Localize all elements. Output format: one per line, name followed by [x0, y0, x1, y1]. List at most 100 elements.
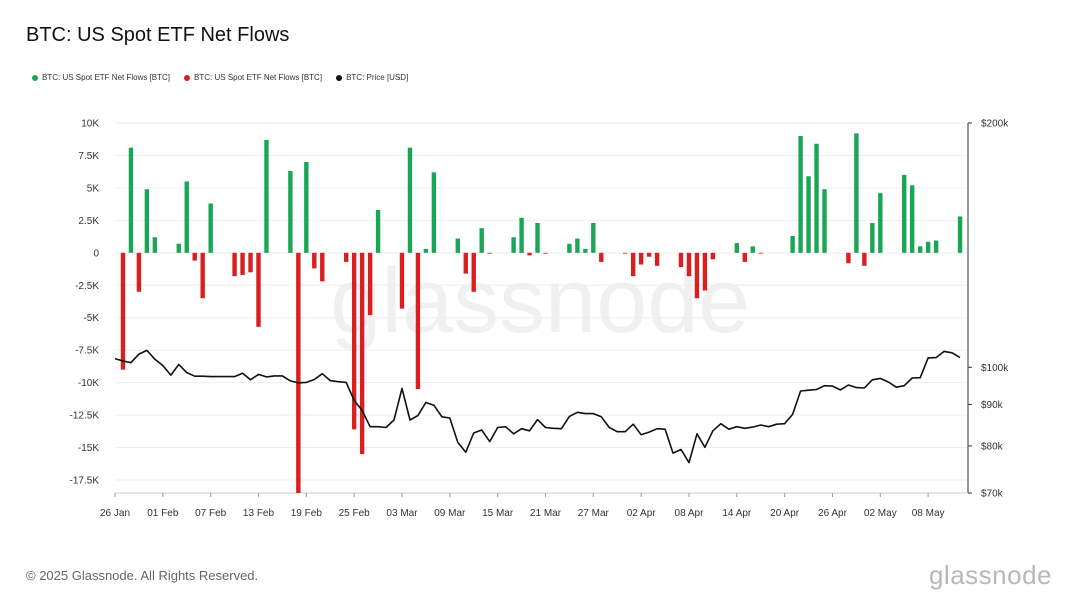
- bar-outflow: [296, 252, 301, 493]
- bar-inflow: [176, 243, 181, 253]
- bar-inflow: [878, 193, 883, 253]
- bar-inflow: [750, 246, 755, 253]
- x-tick-label: 03 Mar: [386, 508, 418, 519]
- x-tick-label: 26 Apr: [818, 508, 848, 519]
- bar-inflow: [423, 248, 429, 253]
- bar-inflow: [591, 222, 596, 253]
- x-tick-label: 02 Apr: [627, 508, 657, 519]
- legend-dot-black-icon: [336, 74, 343, 81]
- y-left-tick-label: -17.5K: [70, 476, 100, 487]
- bar-inflow: [264, 139, 269, 253]
- y-left-tick-label: -10K: [78, 378, 99, 389]
- x-tick-label: 13 Feb: [243, 508, 275, 519]
- bar-inflow: [925, 241, 931, 253]
- x-tick-label: 21 Mar: [530, 508, 562, 519]
- bar-outflow: [543, 252, 548, 254]
- bar-inflow: [854, 133, 859, 253]
- bar-outflow: [654, 252, 660, 266]
- y-left-tick-label: 2.5K: [78, 216, 99, 227]
- y-left-tick-label: 7.5K: [78, 151, 99, 162]
- bar-outflow: [256, 252, 261, 327]
- y-left-tick-label: -15K: [78, 443, 99, 454]
- y-left-tick-label: -2.5K: [75, 281, 99, 292]
- y-left-tick-label: -7.5K: [75, 346, 99, 357]
- bar-inflow: [455, 238, 460, 253]
- bar-inflow: [957, 216, 963, 253]
- x-tick-label: 27 Mar: [578, 508, 610, 519]
- bar-inflow: [184, 181, 189, 253]
- y-right-tick-label: $90k: [981, 400, 1004, 411]
- bar-outflow: [343, 252, 349, 262]
- legend-item-price[interactable]: BTC: Price [USD]: [336, 73, 408, 82]
- legend-dot-red-icon: [184, 74, 191, 81]
- bar-outflow: [599, 252, 604, 262]
- copyright-text: © 2025 Glassnode. All Rights Reserved.: [26, 568, 259, 583]
- bar-inflow: [814, 143, 819, 253]
- bar-inflow: [798, 135, 803, 253]
- bar-outflow: [240, 252, 245, 275]
- x-tick-label: 15 Mar: [482, 508, 514, 519]
- chart-title: BTC: US Spot ETF Net Flows: [26, 24, 290, 46]
- y-right-tick-label: $200k: [981, 119, 1009, 130]
- x-tick-label: 01 Feb: [147, 508, 179, 519]
- bar-outflow: [192, 252, 197, 261]
- bar-inflow: [304, 161, 309, 253]
- bar-outflow: [471, 252, 476, 292]
- y-left-tick-label: 10K: [81, 119, 99, 130]
- bar-inflow: [790, 235, 795, 253]
- bar-inflow: [575, 238, 580, 253]
- bar-outflow: [415, 252, 421, 390]
- bar-outflow: [312, 252, 317, 269]
- legend-item-outflows[interactable]: BTC: US Spot ETF Net Flows [BTC]: [184, 73, 322, 82]
- bar-outflow: [846, 252, 851, 264]
- bar-outflow: [399, 252, 405, 309]
- bar-outflow: [359, 252, 365, 455]
- bar-outflow: [527, 252, 532, 256]
- bar-inflow: [511, 237, 516, 253]
- x-tick-label: 07 Feb: [195, 508, 227, 519]
- price-line: [114, 349, 961, 464]
- bar-outflow: [200, 252, 205, 299]
- bar-inflow: [806, 176, 811, 253]
- bar-outflow: [351, 252, 357, 430]
- bar-outflow: [487, 252, 492, 254]
- bar-inflow: [583, 248, 588, 253]
- bar-inflow: [519, 217, 524, 253]
- bar-outflow: [638, 252, 644, 265]
- y-right-tick-label: $70k: [981, 489, 1004, 500]
- bar-inflow: [535, 222, 540, 253]
- legend-item-inflows[interactable]: BTC: US Spot ETF Net Flows [BTC]: [32, 73, 170, 82]
- bar-outflow: [702, 252, 708, 291]
- brand-logo: glassnode: [928, 560, 1052, 590]
- x-tick-label: 08 Apr: [675, 508, 705, 519]
- x-tick-label: 02 May: [864, 508, 897, 519]
- bar-outflow: [463, 252, 468, 274]
- bar-inflow: [734, 243, 740, 253]
- legend-label-inflows: BTC: US Spot ETF Net Flows [BTC]: [42, 73, 171, 82]
- bar-inflow: [870, 222, 875, 253]
- legend-label-price: BTC: Price [USD]: [346, 73, 409, 82]
- x-tick-label: 14 Apr: [722, 508, 752, 519]
- bar-outflow: [694, 252, 700, 299]
- y-right-tick-label: $100k: [981, 363, 1009, 374]
- y-left-tick-label: -5K: [83, 313, 99, 324]
- x-tick-label: 19 Feb: [291, 508, 323, 519]
- bar-inflow: [917, 246, 923, 253]
- bar-outflow: [623, 252, 628, 254]
- y-left-tick-label: -12.5K: [70, 411, 100, 422]
- bar-inflow: [431, 172, 437, 253]
- x-tick-label: 08 May: [912, 508, 945, 519]
- x-tick-label: 09 Mar: [434, 508, 466, 519]
- bar-inflow: [375, 209, 381, 253]
- y-left-tick-label: 0: [93, 248, 99, 259]
- bar-outflow: [686, 252, 692, 277]
- bar-outflow: [320, 252, 325, 282]
- bar-outflow: [136, 252, 142, 292]
- bar-inflow: [128, 147, 134, 253]
- bar-outflow: [248, 252, 253, 273]
- bar-inflow: [479, 228, 484, 253]
- bar-inflow: [567, 243, 572, 253]
- bar-inflow: [407, 147, 413, 253]
- x-tick-label: 25 Feb: [339, 508, 371, 519]
